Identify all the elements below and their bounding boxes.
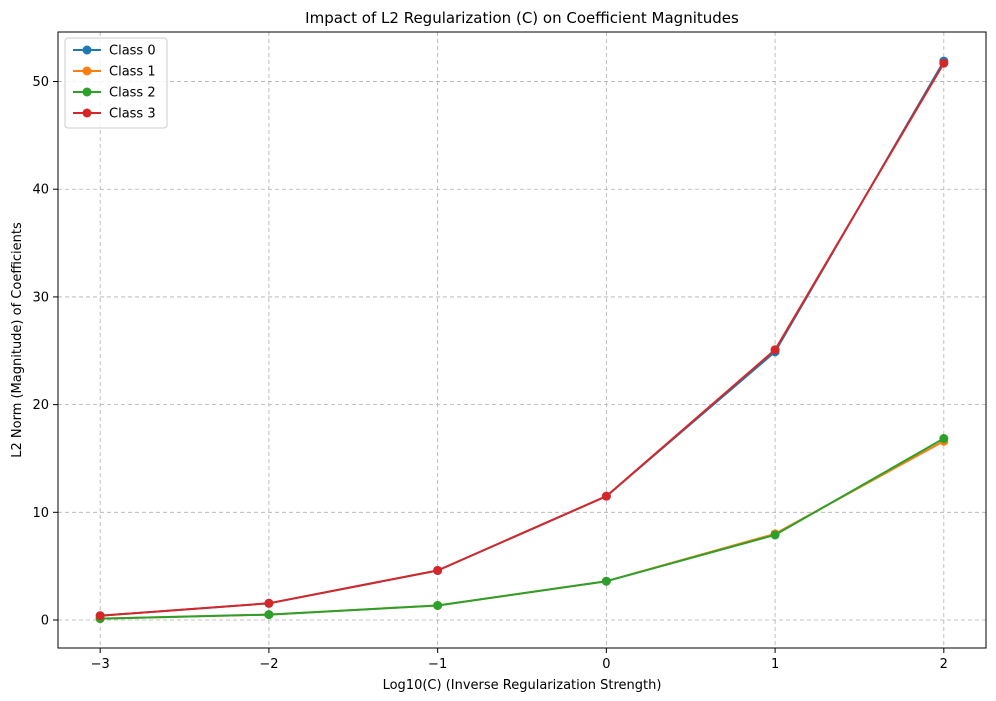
legend-label: Class 1 — [109, 65, 156, 80]
series-line — [100, 440, 945, 620]
data-point — [433, 565, 443, 575]
y-tick-label: 50 — [32, 75, 49, 90]
x-axis-label: Log10(C) (Inverse Regularization Strengt… — [383, 678, 662, 693]
series-line — [100, 437, 945, 620]
y-tick-label: 10 — [32, 506, 49, 521]
legend-item: Class 2 — [73, 86, 156, 101]
data-point — [264, 610, 274, 620]
data-point — [433, 600, 443, 610]
legend-swatch-marker — [82, 87, 92, 97]
data-point — [264, 598, 274, 608]
data-point — [770, 345, 780, 355]
data-point — [601, 576, 611, 586]
legend-label: Class 3 — [109, 107, 156, 122]
x-tick-label: −1 — [428, 657, 447, 672]
data-point — [939, 58, 949, 68]
series-class-3 — [95, 58, 949, 621]
series-class-0 — [95, 56, 949, 621]
legend-box — [64, 37, 168, 129]
x-tick-label: −3 — [91, 657, 110, 672]
legend-item: Class 1 — [73, 65, 156, 80]
y-tick-label: 40 — [32, 183, 49, 198]
chart-title: Impact of L2 Regularization (C) on Coeff… — [305, 9, 739, 27]
y-tick-label: 0 — [41, 614, 49, 629]
legend-label: Class 0 — [109, 44, 156, 59]
x-tick-label: 2 — [940, 657, 948, 672]
legend-swatch-marker — [82, 66, 92, 76]
data-point — [601, 491, 611, 501]
legend-swatch-marker — [82, 108, 92, 118]
grid-layer — [58, 32, 986, 648]
data-point — [770, 530, 780, 540]
series-layer — [95, 56, 949, 624]
data-point — [939, 434, 949, 444]
legend: Class 0 Class 1 Class 2 Class 3 — [64, 37, 168, 129]
plot-area-frame — [57, 31, 987, 649]
legend-item: Class 3 — [73, 107, 156, 122]
x-tick-label: −2 — [259, 657, 278, 672]
y-tick-label: 20 — [32, 398, 49, 413]
data-point — [95, 611, 105, 621]
x-tick-label: 1 — [771, 657, 779, 672]
legend-item: Class 0 — [73, 44, 156, 59]
series-line — [100, 62, 945, 617]
y-tick-label: 30 — [32, 290, 49, 305]
y-axis-label: L2 Norm (Magnitude) of Coefficients — [10, 222, 25, 458]
legend-swatch-marker — [82, 45, 92, 55]
series-class-1 — [95, 436, 949, 624]
series-class-2 — [95, 434, 949, 624]
legend-label: Class 2 — [109, 86, 156, 101]
x-tick-label: 0 — [602, 657, 610, 672]
